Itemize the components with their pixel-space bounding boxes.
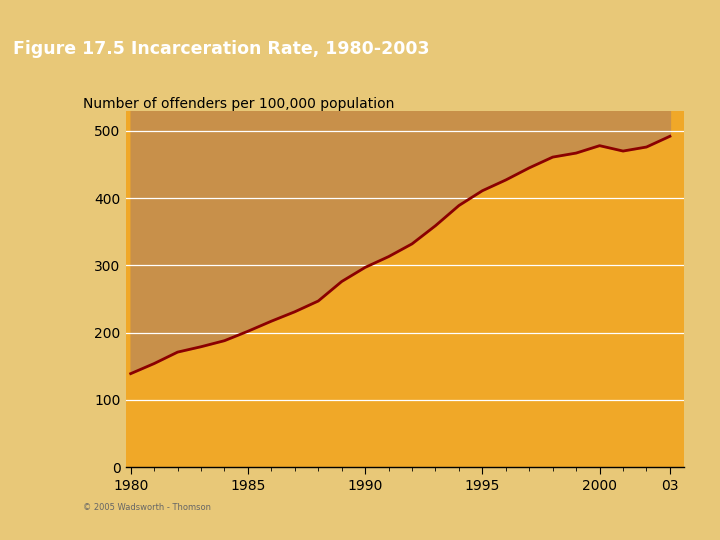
Text: Figure 17.5 Incarceration Rate, 1980-2003: Figure 17.5 Incarceration Rate, 1980-200… — [13, 39, 429, 58]
Text: © 2005 Wadsworth - Thomson: © 2005 Wadsworth - Thomson — [83, 503, 211, 512]
Text: Number of offenders per 100,000 population: Number of offenders per 100,000 populati… — [83, 97, 394, 111]
